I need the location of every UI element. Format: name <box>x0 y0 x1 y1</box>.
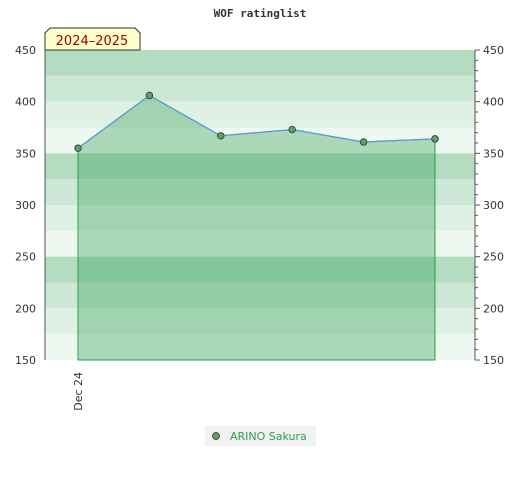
grid-band <box>45 205 475 231</box>
y-axis-left: 150 200 250 300 350 400 450 <box>15 44 46 367</box>
legend-marker <box>212 432 220 440</box>
y-tick-label-right: 200 <box>483 302 504 315</box>
legend-label: ARINO Sakura <box>230 430 307 443</box>
y-tick-label-right: 150 <box>483 354 504 367</box>
grid-band <box>45 230 475 257</box>
y-tick-label-left: 450 <box>15 44 36 57</box>
season-badge: 2024–2025 <box>44 27 141 51</box>
season-badge-label: 2024–2025 <box>56 34 129 49</box>
data-point[interactable] <box>145 91 154 100</box>
data-point[interactable] <box>359 138 368 146</box>
y-tick-label-left: 200 <box>15 302 36 315</box>
y-tick-label-right: 250 <box>483 251 504 264</box>
y-tick-label-left: 300 <box>15 199 36 212</box>
grid-band <box>45 256 475 283</box>
grid-band <box>45 75 475 102</box>
data-point[interactable] <box>217 132 225 140</box>
y-tick-label-left: 350 <box>15 147 36 160</box>
grid-band <box>45 308 475 335</box>
y-tick-label-left: 150 <box>15 354 36 367</box>
background-bands <box>45 50 475 360</box>
series-arino-sakura <box>74 91 439 361</box>
legend[interactable]: ARINO Sakura <box>205 426 316 446</box>
grid-band <box>45 50 475 76</box>
y-axis-right: 150 200 250 300 350 400 450 <box>474 44 504 367</box>
x-axis: Dec 24 <box>72 372 85 411</box>
y-tick-label-right: 350 <box>483 147 504 160</box>
y-tick-label-left: 400 <box>15 96 36 109</box>
grid-band <box>45 101 475 128</box>
grid-band <box>45 153 475 180</box>
grid-band <box>45 334 475 360</box>
data-point[interactable] <box>74 144 82 152</box>
x-tick-label: Dec 24 <box>72 372 85 411</box>
data-point[interactable] <box>431 135 439 143</box>
data-point[interactable] <box>288 125 296 134</box>
chart-title: WOF ratinglist <box>214 7 307 20</box>
series-line <box>77 94 436 149</box>
grid-band <box>45 282 475 309</box>
y-tick-label-right: 450 <box>483 44 504 57</box>
grid-band <box>45 179 475 205</box>
y-tick-label-right: 400 <box>483 96 504 109</box>
y-tick-label-left: 250 <box>15 251 36 264</box>
y-tick-label-right: 300 <box>483 199 504 212</box>
